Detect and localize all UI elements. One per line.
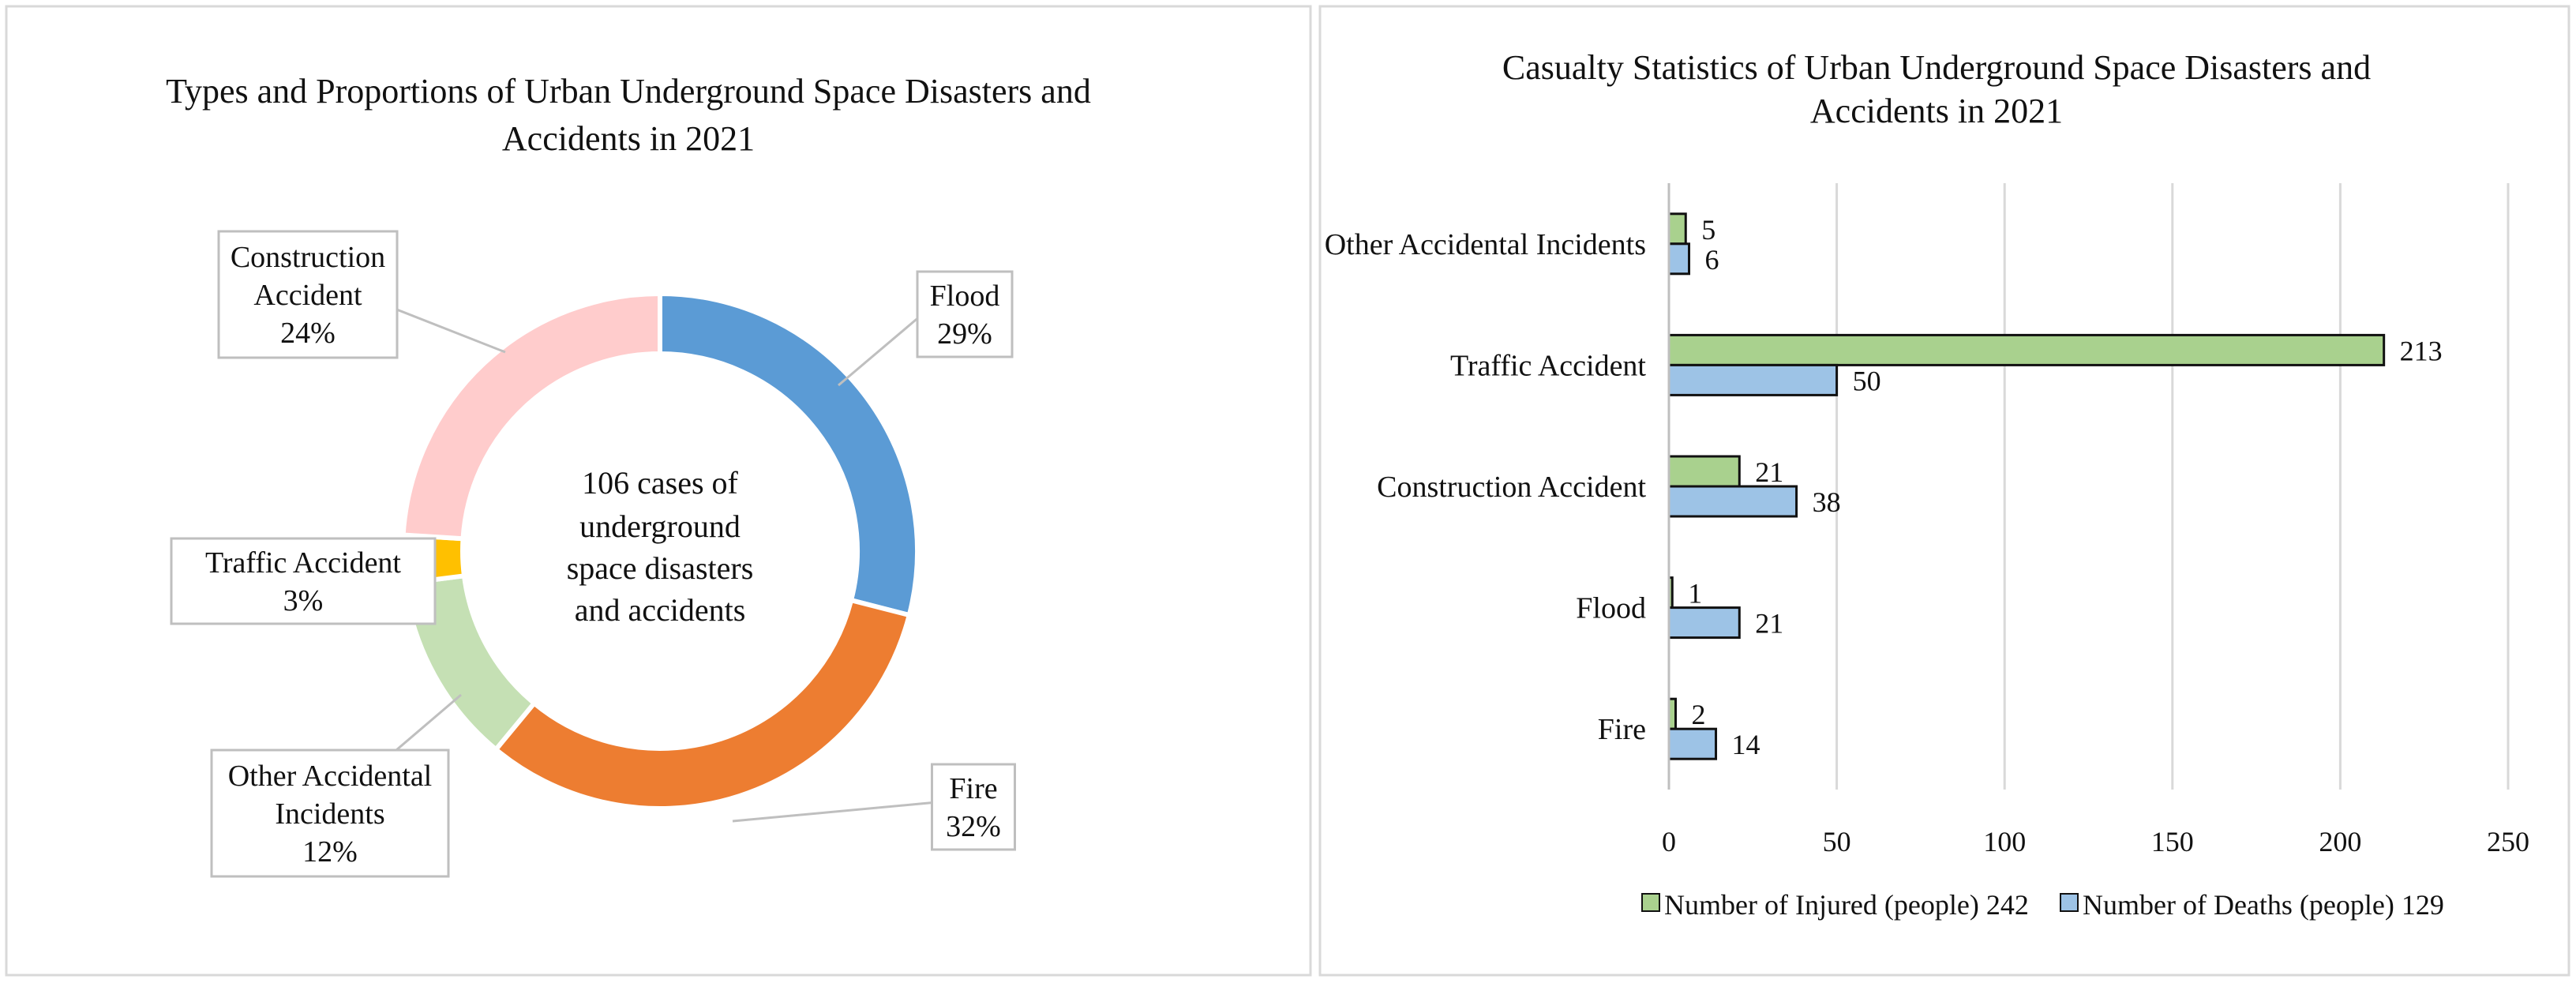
donut-callout-percent-other-accidental-incidents: 12%	[302, 835, 358, 869]
bar-value-traffic-accident-deaths: 50	[1853, 365, 1881, 396]
bar-value-fire-deaths: 14	[1732, 729, 1760, 760]
donut-callout-percent-flood: 29%	[937, 317, 992, 351]
bar-fire-deaths	[1667, 727, 1718, 760]
bar-traffic-accident-deaths	[1667, 363, 1839, 396]
bar-panel-frame	[1318, 5, 2570, 977]
legend-swatch-injured	[1641, 893, 1660, 912]
donut-callout-box-traffic-accident	[170, 537, 437, 625]
legend-swatch-deaths	[2060, 893, 2079, 912]
bar-chart: Casualty Statistics of Urban Underground…	[1325, 48, 2529, 921]
y-tick-flood: Flood	[1576, 592, 1646, 625]
legend-label-injured: Number of Injured (people) 242	[1664, 889, 2029, 921]
donut-callout-name-other-accidental-incidents-1: Incidents	[275, 797, 384, 831]
donut-callout-name-construction-accident-1: Accident	[253, 279, 362, 312]
donut-leader-flood	[838, 317, 918, 387]
y-tick-fire: Fire	[1598, 713, 1646, 746]
y-tick-construction-accident: Construction Accident	[1377, 471, 1646, 504]
bar-title-line-1: Casualty Statistics of Urban Underground…	[1502, 48, 2371, 87]
donut-leader-other-accidental-incidents	[396, 693, 462, 752]
x-tick-0: 0	[1662, 826, 1676, 857]
bar-other-accidental-incidents-deaths	[1667, 242, 1691, 276]
y-tick-traffic-accident: Traffic Accident	[1450, 349, 1646, 382]
bar-construction-accident-injured	[1667, 455, 1741, 488]
bar-value-traffic-accident-injured: 213	[2400, 335, 2443, 366]
bar-value-other-accidental-incidents-injured: 5	[1701, 214, 1715, 246]
bar-flood-deaths	[1667, 606, 1741, 640]
bar-value-flood-deaths: 21	[1755, 608, 1783, 640]
donut-callout-name-construction-accident-0: Construction	[231, 241, 385, 274]
donut-center-line-2: underground	[579, 508, 741, 544]
bar-other-accidental-incidents-injured	[1667, 212, 1687, 246]
donut-callout-box-construction-accident	[217, 230, 399, 359]
donut-title-line-2: Accidents in 2021	[502, 119, 755, 158]
donut-slice-fire	[492, 597, 913, 811]
donut-leader-construction-accident	[396, 308, 506, 354]
donut-chart: Types and Proportions of Urban Undergrou…	[166, 72, 1091, 878]
donut-callout-percent-traffic-accident: 3%	[283, 584, 324, 617]
x-tick-50: 50	[1823, 826, 1851, 857]
donut-callout-box-flood	[916, 270, 1014, 358]
bar-value-construction-accident-deaths: 38	[1813, 486, 1841, 518]
donut-slice-flood	[658, 291, 920, 618]
bar-value-flood-injured: 1	[1688, 578, 1702, 610]
donut-center-line-4: and accidents	[575, 592, 746, 628]
donut-callout-name-flood-0: Flood	[930, 280, 1000, 313]
donut-callout-percent-construction-accident: 24%	[280, 317, 336, 350]
bar-traffic-accident-injured	[1667, 333, 2386, 366]
bar-value-fire-injured: 2	[1692, 699, 1706, 730]
legend-label-deaths: Number of Deaths (people) 129	[2083, 889, 2444, 921]
bar-value-construction-accident-injured: 21	[1755, 456, 1783, 488]
bar-construction-accident-deaths	[1667, 485, 1798, 518]
donut-callout-name-traffic-accident-0: Traffic Accident	[205, 546, 401, 580]
x-tick-250: 250	[2487, 826, 2529, 857]
donut-center-line-1: 106 cases of	[582, 465, 738, 501]
y-tick-other-accidental-incidents: Other Accidental Incidents	[1325, 228, 1646, 261]
bar-value-other-accidental-incidents-deaths: 6	[1705, 244, 1719, 276]
donut-leader-fire	[732, 801, 932, 823]
donut-title-line-1: Types and Proportions of Urban Undergrou…	[166, 72, 1091, 111]
x-tick-200: 200	[2319, 826, 2361, 857]
donut-center-line-3: space disasters	[567, 550, 754, 586]
donut-callout-box-fire	[931, 763, 1016, 851]
donut-callout-percent-fire: 32%	[946, 810, 1001, 843]
x-tick-100: 100	[1983, 826, 2026, 857]
x-tick-150: 150	[2151, 826, 2194, 857]
donut-callout-box-other-accidental-incidents	[210, 749, 450, 878]
bar-title-line-2: Accidents in 2021	[1810, 92, 2063, 130]
donut-callout-name-other-accidental-incidents-0: Other Accidental	[228, 760, 433, 793]
donut-slice-construction-accident	[400, 291, 662, 542]
donut-callout-name-fire-0: Fire	[949, 772, 997, 805]
